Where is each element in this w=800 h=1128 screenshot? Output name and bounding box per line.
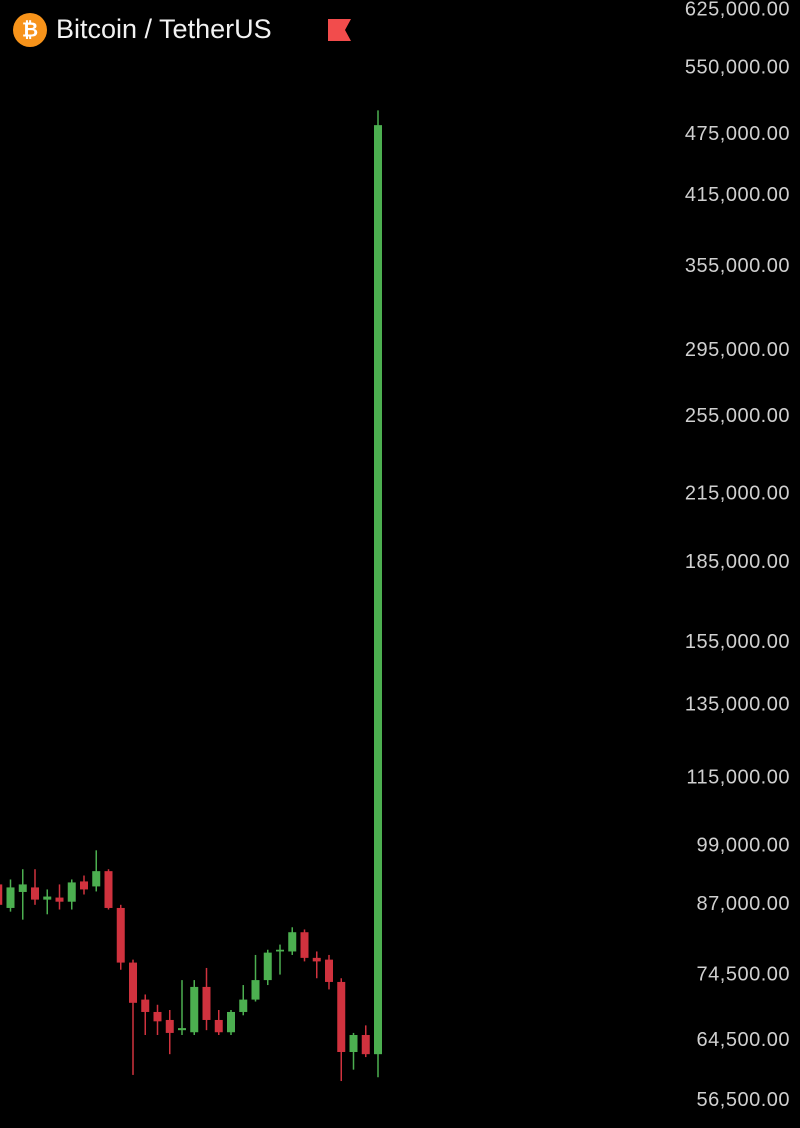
candle-body [288, 932, 297, 952]
coin-icon [13, 13, 47, 47]
candle-body [129, 962, 137, 1003]
y-tick-label: 475,000.00 [685, 123, 790, 145]
coin-symbol: ₿ [22, 19, 38, 41]
candle-body [141, 999, 150, 1012]
candle-body [300, 932, 309, 958]
candle-body [361, 1035, 370, 1055]
candle-body [374, 125, 382, 1055]
candle-body [80, 881, 88, 890]
y-tick-label: 135,000.00 [685, 694, 790, 716]
candle-body [263, 952, 272, 981]
candle-body [349, 1035, 358, 1052]
y-tick-label: 255,000.00 [685, 405, 790, 427]
y-tick-label: 74,500.00 [697, 963, 790, 985]
y-tick-label: 355,000.00 [685, 255, 790, 277]
candle-body [165, 1019, 174, 1033]
y-tick-label: 625,000.00 [685, 0, 790, 20]
candle-body [0, 884, 3, 905]
candle-body [312, 957, 321, 962]
candle-body [92, 871, 101, 887]
candle-body [251, 980, 260, 1000]
chart-title: Bitcoin / TetherUS [56, 14, 272, 44]
y-tick-label: 215,000.00 [685, 483, 790, 505]
y-tick-label: 64,500.00 [697, 1029, 790, 1051]
candle-body [153, 1011, 162, 1022]
candle-body [239, 999, 248, 1012]
y-tick-label: 550,000.00 [685, 56, 790, 78]
candle-body [6, 887, 15, 908]
candle-body [227, 1011, 235, 1033]
y-tick-label: 87,000.00 [697, 893, 790, 915]
candle-body [214, 1019, 223, 1033]
candle-body [55, 897, 64, 902]
candle-body [43, 896, 52, 900]
candle-body [18, 884, 27, 892]
candle-body [31, 887, 39, 900]
candle-body [190, 986, 199, 1033]
candle-body [202, 986, 211, 1020]
y-tick-label: 295,000.00 [685, 339, 790, 361]
y-tick-label: 155,000.00 [685, 631, 790, 653]
y-tick-label: 415,000.00 [685, 184, 790, 206]
candle-body [116, 907, 125, 963]
candle-body [178, 1028, 186, 1031]
y-tick-label: 99,000.00 [697, 834, 790, 856]
candle-body [67, 882, 76, 902]
candle-body [337, 981, 346, 1052]
flag-icon [328, 19, 351, 41]
y-tick-label: 115,000.00 [686, 766, 790, 788]
y-tick-label: 185,000.00 [685, 551, 790, 573]
y-tick-label: 56,500.00 [697, 1089, 790, 1111]
candle-body [325, 959, 333, 982]
candle-body [276, 949, 284, 952]
candle-body [104, 871, 113, 908]
